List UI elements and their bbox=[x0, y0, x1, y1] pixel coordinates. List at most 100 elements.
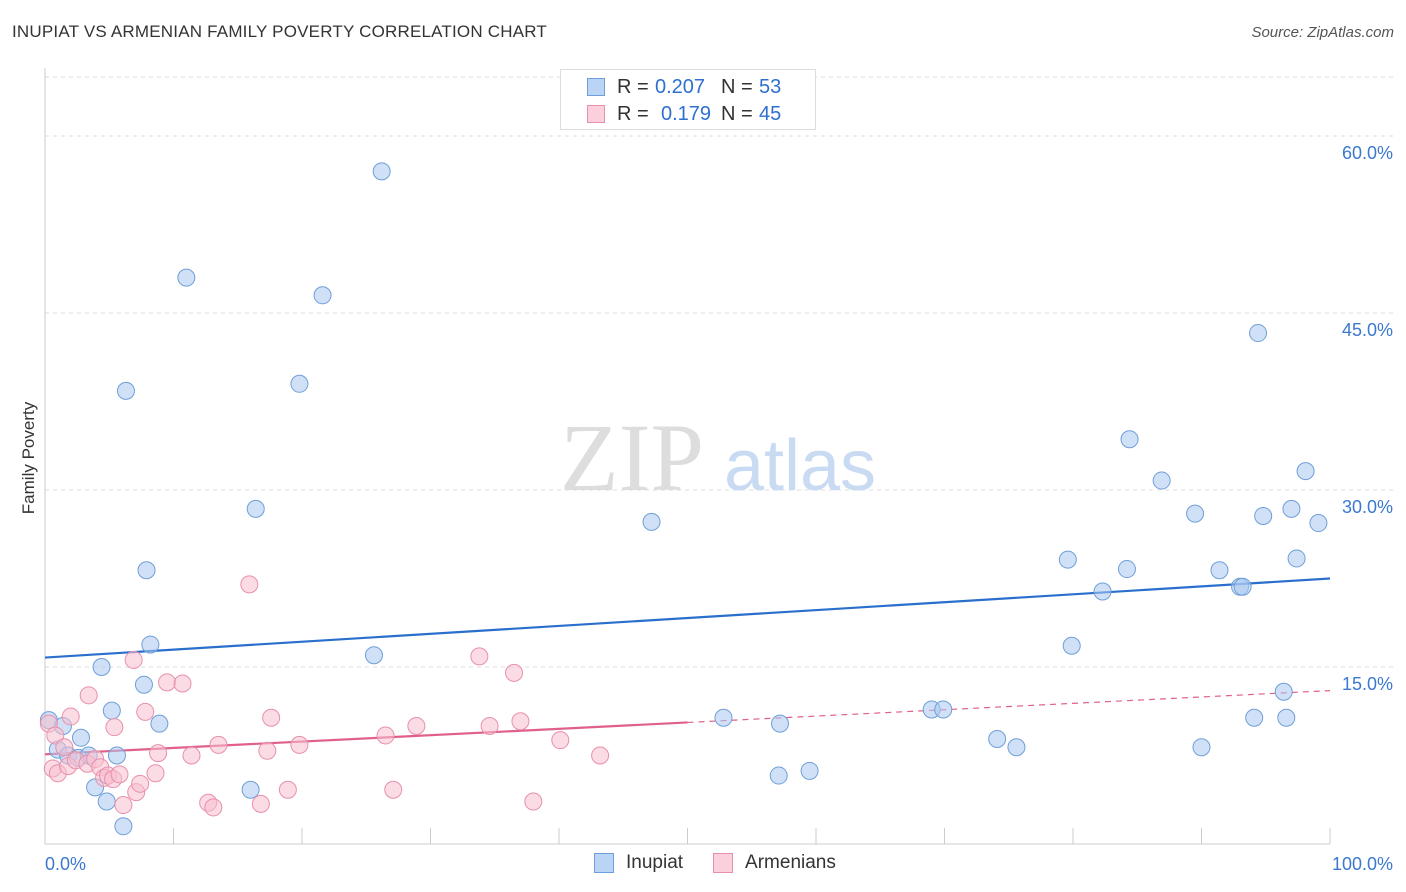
chart-title: INUPIAT VS ARMENIAN FAMILY POVERTY CORRE… bbox=[12, 22, 548, 41]
legend-label-inupiat: Inupiat bbox=[626, 852, 684, 873]
n-value: 45 bbox=[759, 102, 782, 125]
legend-label-armenians: Armenians bbox=[745, 852, 836, 873]
inupiat-point bbox=[1249, 324, 1268, 343]
armenians-point bbox=[61, 707, 80, 726]
armenians-point bbox=[110, 765, 129, 784]
inupiat-point bbox=[1282, 499, 1301, 518]
y-tick-label: 60.0% bbox=[1342, 143, 1393, 163]
inupiat-point bbox=[1058, 550, 1077, 569]
y-tick-label: 45.0% bbox=[1342, 320, 1393, 340]
armenians-point bbox=[505, 663, 524, 682]
armenians-point bbox=[146, 764, 165, 783]
inupiat-point bbox=[114, 817, 133, 836]
inupiat-point bbox=[313, 286, 332, 305]
axes bbox=[44, 68, 1331, 845]
inupiat-point bbox=[241, 780, 260, 799]
armenians-legend-swatch bbox=[713, 853, 734, 873]
armenians-point bbox=[105, 718, 124, 737]
inupiat-point bbox=[246, 499, 265, 518]
inupiat-point bbox=[1296, 462, 1315, 481]
armenians-point bbox=[136, 702, 155, 721]
inupiat-point bbox=[1254, 506, 1273, 525]
inupiat-point bbox=[92, 658, 111, 676]
armenians-point bbox=[131, 774, 150, 793]
y-tick-label: 15.0% bbox=[1342, 674, 1393, 694]
armenians-point bbox=[384, 780, 403, 799]
y-tick-label: 30.0% bbox=[1342, 497, 1393, 517]
inupiat-point bbox=[177, 268, 196, 287]
inupiat-point bbox=[134, 675, 153, 694]
inupiat-point bbox=[1245, 708, 1264, 727]
inupiat-point bbox=[1186, 504, 1205, 523]
armenians-point bbox=[124, 650, 143, 669]
armenians-point bbox=[158, 673, 177, 692]
x-tick-label: 0.0% bbox=[45, 854, 86, 874]
armenians-point bbox=[524, 792, 543, 811]
n-label: N = bbox=[721, 102, 753, 125]
armenians-point bbox=[204, 798, 223, 817]
armenians-point bbox=[251, 794, 270, 813]
watermark-zip: ZIP bbox=[560, 404, 704, 511]
armenians-point bbox=[209, 735, 228, 754]
inupiat-point bbox=[1007, 738, 1026, 757]
n-label: N = bbox=[721, 75, 753, 98]
inupiat-point bbox=[1120, 430, 1139, 449]
armenians-point bbox=[290, 735, 309, 754]
source-label: Source: ZipAtlas.com bbox=[1251, 24, 1394, 41]
tick-labels: 15.0% 30.0% 45.0% 60.0% 0.0% 100.0% bbox=[45, 143, 1393, 874]
inupiat-point bbox=[1192, 738, 1211, 757]
inupiat-point bbox=[1210, 561, 1229, 580]
inupiat-trend-line bbox=[44, 577, 1331, 659]
armenians-point bbox=[376, 726, 395, 745]
inupiat-point bbox=[800, 761, 819, 780]
inupiat-point bbox=[116, 381, 135, 400]
n-value: 53 bbox=[759, 75, 782, 98]
inupiat-point bbox=[771, 714, 790, 733]
armenians-point bbox=[182, 746, 201, 765]
inupiat-point bbox=[71, 728, 90, 747]
inupiat-point bbox=[1117, 560, 1136, 579]
inupiat-point bbox=[107, 746, 126, 765]
inupiat-point bbox=[1287, 549, 1306, 568]
x-tick-label: 100.0% bbox=[1332, 854, 1393, 874]
armenians-point bbox=[470, 647, 489, 666]
r-label: R = bbox=[617, 102, 649, 125]
armenians-trend-extension bbox=[687, 690, 1331, 724]
scatter-points bbox=[39, 162, 1328, 836]
armenians-point bbox=[407, 717, 426, 735]
inupiat-point bbox=[988, 729, 1007, 748]
armenians-point bbox=[173, 674, 192, 693]
legend-item-inupiat[interactable]: Inupiat bbox=[594, 852, 683, 874]
inupiat-point bbox=[1274, 682, 1293, 701]
inupiat-point bbox=[150, 714, 169, 733]
inupiat-point bbox=[642, 512, 661, 531]
armenians-swatch bbox=[587, 105, 605, 123]
inupiat-point bbox=[1152, 471, 1171, 490]
r-value: 0.179 bbox=[661, 102, 712, 125]
inupiat-point bbox=[97, 792, 116, 811]
armenians-point bbox=[114, 796, 133, 815]
armenians-point bbox=[149, 744, 168, 763]
inupiat-point bbox=[1309, 514, 1328, 533]
inupiat-point bbox=[769, 766, 788, 785]
armenians-point bbox=[278, 780, 297, 799]
armenians-point bbox=[551, 731, 570, 750]
stats-row-armenians: R = 0.179 N = 45 bbox=[587, 101, 781, 127]
inupiat-point bbox=[290, 374, 309, 393]
armenians-point bbox=[55, 738, 74, 757]
inupiat-point bbox=[934, 700, 953, 719]
r-value: 0.207 bbox=[655, 75, 706, 98]
inupiat-swatch bbox=[587, 78, 605, 96]
trend-lines bbox=[44, 577, 1331, 756]
legend-item-armenians[interactable]: Armenians bbox=[713, 852, 836, 874]
inupiat-point bbox=[102, 701, 121, 720]
inupiat-point bbox=[364, 646, 383, 665]
inupiat-legend-swatch bbox=[594, 853, 614, 873]
stats-legend: R = 0.207 N = 53 R = 0.179 N = 45 bbox=[560, 69, 816, 130]
inupiat-point bbox=[141, 635, 160, 654]
stats-row-inupiat: R = 0.207 N = 53 bbox=[587, 74, 781, 100]
y-axis-label: Family Poverty bbox=[19, 401, 38, 514]
armenians-point bbox=[240, 575, 259, 594]
armenians-point bbox=[258, 741, 277, 760]
